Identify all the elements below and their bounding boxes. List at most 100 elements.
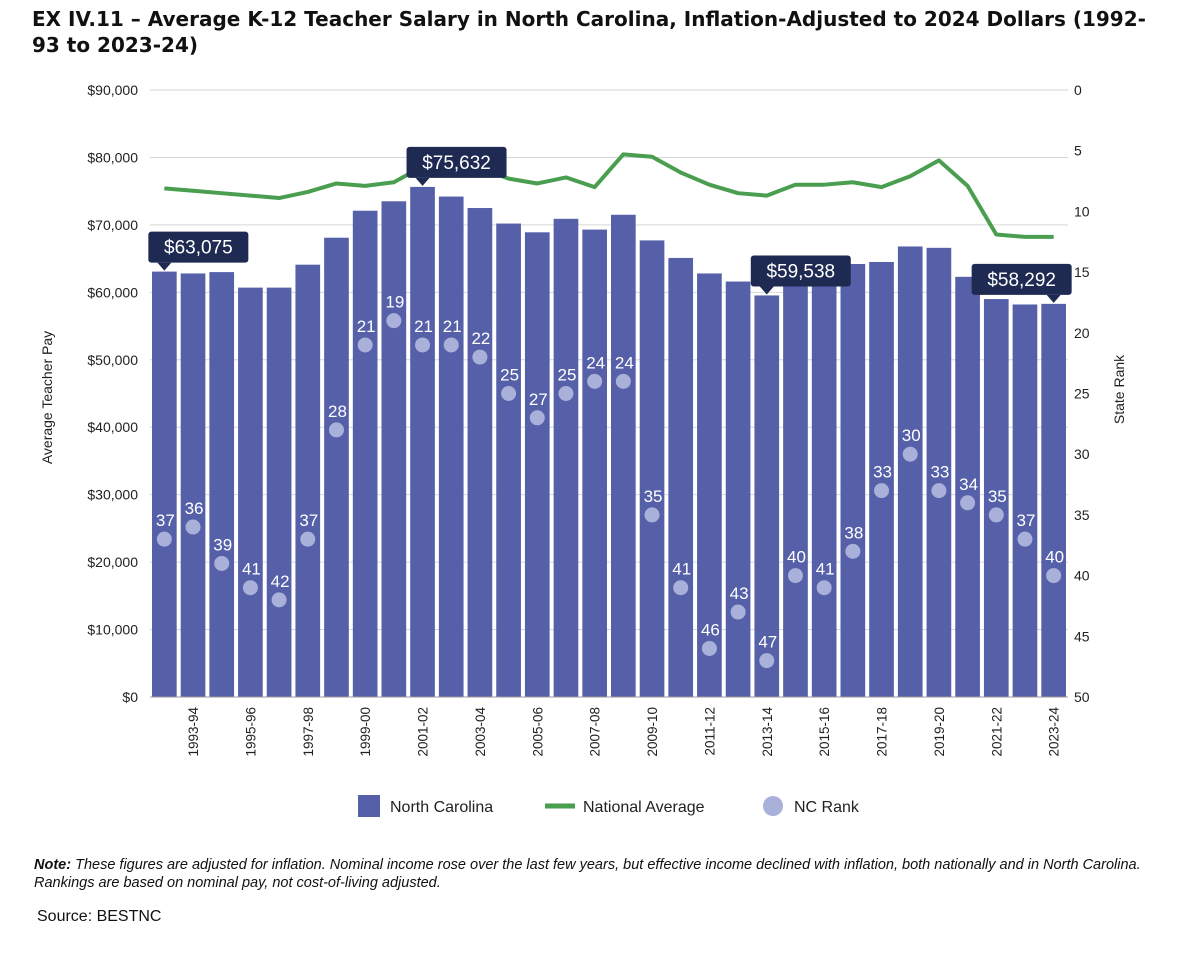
x-tick-label: 2017-18 [875, 707, 890, 757]
national-average-line-path [164, 152, 1054, 239]
rank-dot [874, 483, 890, 499]
bar [1012, 304, 1038, 697]
rank-label: 41 [242, 560, 261, 579]
x-tick-label: 1999-00 [358, 707, 373, 757]
bar [869, 261, 894, 697]
rank-label: 38 [844, 523, 863, 542]
bar [955, 276, 980, 697]
rank-label: 22 [471, 329, 490, 348]
callout-box [406, 146, 507, 178]
rank-dot [644, 507, 660, 523]
y2-tick-label: 40 [1074, 568, 1090, 584]
value-callouts: $63,075 $75,632 $59,538 $58,292 [148, 146, 1072, 303]
x-tick-label: 2003-04 [473, 707, 488, 757]
rank-dot [587, 373, 603, 389]
rank-dot [816, 580, 832, 596]
rank-label: 21 [357, 317, 376, 336]
bar [840, 264, 866, 697]
bar [611, 214, 636, 697]
rank-dot [472, 349, 488, 365]
rank-label: 34 [959, 475, 978, 494]
rank-dot [271, 592, 287, 608]
bar [754, 295, 780, 697]
y-tick-label: $70,000 [87, 217, 138, 233]
bar [324, 237, 349, 697]
rank-dot [558, 386, 574, 401]
rank-label: 35 [988, 487, 1007, 506]
chart-note: Note: These figures are adjusted for inf… [34, 856, 1164, 892]
y-tick-label: $90,000 [87, 82, 138, 98]
x-tick-label: 1995-96 [243, 707, 258, 757]
rank-label: 25 [500, 366, 519, 385]
rank-dot [386, 313, 402, 329]
rank-label: 30 [902, 426, 921, 445]
callout-box [750, 255, 851, 287]
rank-dot [443, 337, 459, 353]
rank-dot [328, 422, 344, 438]
rank-dot [300, 531, 316, 547]
rank-dot [357, 337, 373, 353]
rank-dot [730, 604, 746, 620]
rank-label: 40 [787, 548, 806, 567]
rank-label: 24 [615, 353, 634, 372]
x-tick-label: 2001-02 [416, 707, 431, 757]
y-tick-label: $80,000 [87, 149, 138, 165]
y2-tick-label: 10 [1074, 203, 1090, 219]
y2-tick-label: 30 [1074, 446, 1090, 462]
legend-swatch-dot [763, 796, 783, 816]
bar [897, 246, 923, 697]
callout-text: $59,538 [766, 261, 835, 282]
rank-dot [1046, 568, 1062, 584]
rank-dot [701, 640, 717, 656]
rank-dot [156, 531, 172, 547]
bar [209, 272, 235, 697]
y2-tick-label: 15 [1074, 264, 1090, 280]
bar [983, 299, 1009, 697]
bar [524, 232, 550, 697]
callout-text: $63,075 [164, 238, 233, 259]
y-tick-label: $60,000 [87, 284, 138, 300]
rank-label: 40 [1045, 548, 1064, 567]
bar [352, 210, 378, 697]
rank-dot [931, 483, 947, 499]
y2-tick-label: 25 [1074, 386, 1090, 402]
rank-dot [185, 519, 201, 535]
rank-dot [615, 373, 631, 389]
rank-label: 43 [730, 584, 749, 603]
callout-text: $75,632 [422, 153, 491, 174]
rank-dot [242, 580, 258, 596]
y2-tick-label: 0 [1074, 82, 1082, 98]
y2-tick-label: 20 [1074, 325, 1090, 341]
rank-label: 19 [385, 293, 404, 312]
rank-dot [787, 568, 803, 584]
bar [553, 218, 579, 697]
x-tick-label: 2005-06 [530, 707, 545, 757]
legend-label-north-carolina: North Carolina [390, 799, 493, 816]
rank-dot [415, 337, 431, 353]
callout-text: $58,292 [987, 270, 1056, 291]
callout-pointer [1046, 294, 1061, 303]
source-text: Source: BESTNC [37, 908, 162, 925]
rank-dot [960, 495, 976, 511]
legend: North Carolina National Average NC Rank [358, 795, 860, 817]
note-label: Note: [34, 857, 72, 873]
rank-label: 46 [701, 620, 720, 639]
x-tick-label: 1997-98 [301, 707, 316, 757]
y-tick-label: $20,000 [87, 554, 138, 570]
y2-tick-label: 45 [1074, 628, 1090, 644]
rank-label: 24 [586, 353, 605, 372]
y2-tick-label: 50 [1074, 689, 1090, 705]
rank-dot [673, 580, 689, 596]
callout-pointer [759, 286, 774, 295]
callout-box [148, 231, 249, 263]
chart-title: EX IV.11 – Average K-12 Teacher Salary i… [32, 7, 1146, 57]
y-axis-title: Average Teacher Pay [39, 331, 55, 464]
axes: $0 $10,000 $20,000 $30,000 $40,000 $50,000 $60… [39, 82, 1127, 757]
bar [238, 287, 263, 697]
bar [266, 287, 292, 697]
y-tick-label: $30,000 [87, 487, 138, 503]
rank-label: 42 [271, 572, 290, 591]
bar [410, 186, 435, 697]
x-tick-label: 2019-20 [932, 707, 947, 757]
callout-pointer [157, 262, 172, 271]
